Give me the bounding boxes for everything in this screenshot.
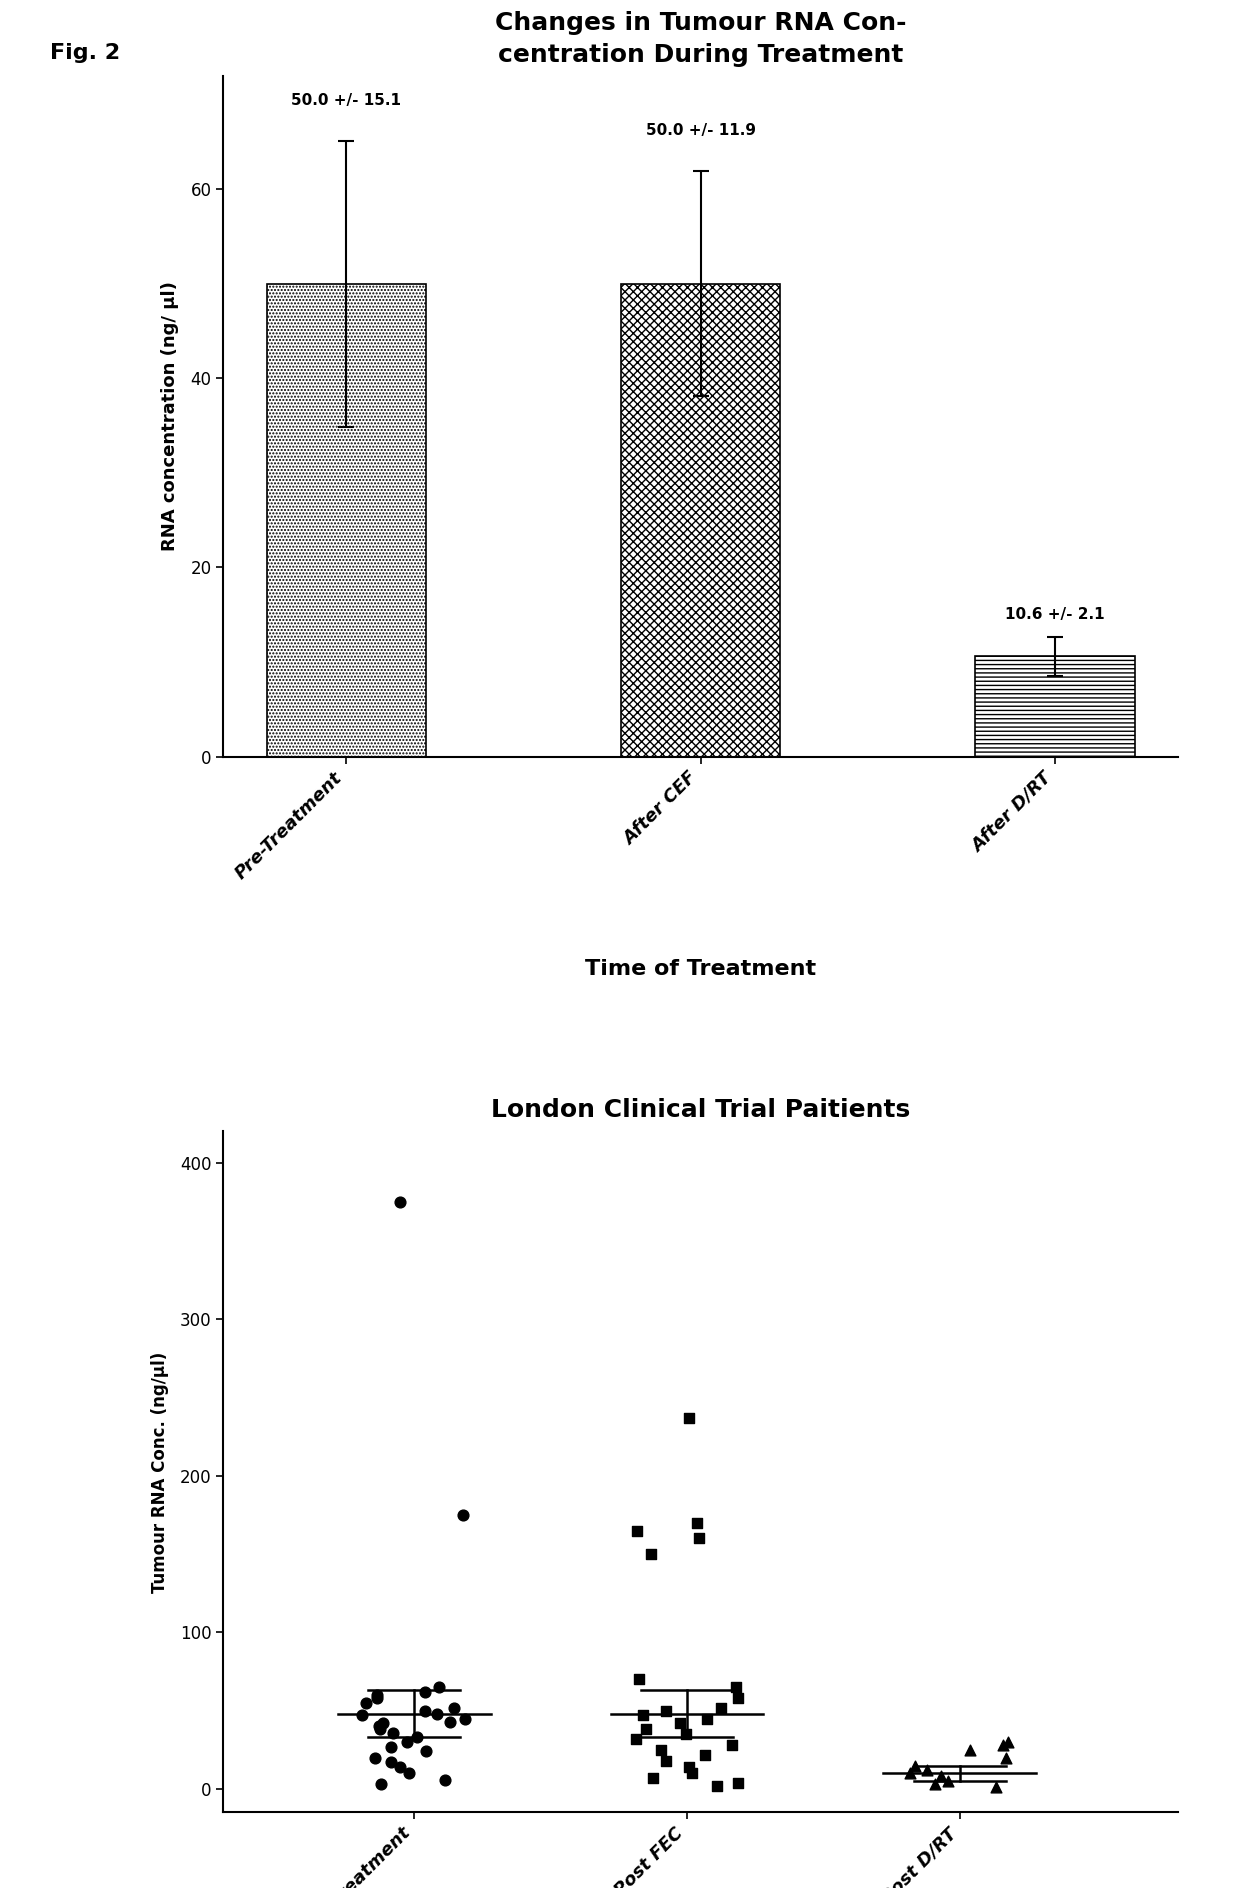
Bar [975, 657, 1135, 757]
Point [694, 1739, 714, 1769]
Point [722, 1729, 742, 1760]
Point [925, 1769, 945, 1799]
Point [707, 1771, 727, 1801]
Point [382, 1746, 402, 1777]
Point [677, 1720, 697, 1750]
Point [687, 1509, 707, 1539]
Point [727, 1673, 746, 1703]
Point [961, 1735, 981, 1765]
Point [626, 1724, 646, 1754]
Point [370, 1711, 389, 1741]
Point [656, 1695, 676, 1726]
Point [931, 1762, 951, 1792]
Point [656, 1746, 676, 1777]
Y-axis label: Tumour RNA Conc. (ng/μl): Tumour RNA Conc. (ng/μl) [150, 1352, 169, 1592]
Bar [267, 283, 427, 757]
Point [900, 1758, 920, 1788]
Point [905, 1750, 925, 1780]
Point [630, 1665, 650, 1695]
Point [407, 1722, 427, 1752]
Point [454, 1499, 474, 1529]
Point [916, 1756, 936, 1786]
Point [417, 1737, 436, 1767]
Text: Fig. 2: Fig. 2 [50, 43, 120, 64]
Point [399, 1758, 419, 1788]
Point [372, 1769, 392, 1799]
Point [641, 1539, 661, 1569]
X-axis label: Time of Treatment: Time of Treatment [585, 959, 816, 980]
Point [728, 1682, 748, 1712]
Point [986, 1773, 1006, 1803]
Point [998, 1728, 1018, 1758]
Point [937, 1765, 957, 1795]
Point [415, 1677, 435, 1707]
Point [391, 1188, 410, 1218]
Point [370, 1714, 389, 1745]
Point [352, 1701, 372, 1731]
Point [455, 1703, 475, 1733]
Point [682, 1758, 702, 1788]
Point [688, 1524, 708, 1554]
Point [356, 1688, 376, 1718]
Point [680, 1752, 699, 1782]
Point [429, 1673, 449, 1703]
Point [697, 1703, 717, 1733]
Point [440, 1707, 460, 1737]
Point [636, 1714, 656, 1745]
Point [415, 1695, 435, 1726]
Point [642, 1763, 662, 1794]
Point [993, 1729, 1013, 1760]
Point [996, 1743, 1016, 1773]
Point [389, 1752, 409, 1782]
Text: 10.6 +/- 2.1: 10.6 +/- 2.1 [1006, 608, 1105, 623]
Point [383, 1718, 403, 1748]
Point [634, 1701, 653, 1731]
Point [373, 1709, 393, 1739]
Title: Changes in Tumour RNA Con-
centration During Treatment: Changes in Tumour RNA Con- centration Du… [495, 11, 906, 66]
Point [651, 1735, 671, 1765]
Point [365, 1743, 384, 1773]
Point [367, 1680, 387, 1711]
Point [444, 1692, 464, 1722]
Title: London Clinical Trial Paitients: London Clinical Trial Paitients [491, 1099, 910, 1123]
Text: 50.0 +/- 15.1: 50.0 +/- 15.1 [291, 93, 402, 108]
Point [427, 1699, 446, 1729]
Point [671, 1709, 691, 1739]
Bar [621, 283, 780, 757]
Point [711, 1692, 730, 1722]
Point [435, 1765, 455, 1795]
Text: 50.0 +/- 11.9: 50.0 +/- 11.9 [646, 123, 755, 138]
Point [382, 1731, 402, 1762]
Point [728, 1767, 748, 1797]
Point [627, 1516, 647, 1546]
Point [678, 1403, 698, 1433]
Point [367, 1682, 387, 1712]
Point [397, 1728, 417, 1758]
Y-axis label: RNA concentration (ng/ μl): RNA concentration (ng/ μl) [161, 281, 179, 551]
